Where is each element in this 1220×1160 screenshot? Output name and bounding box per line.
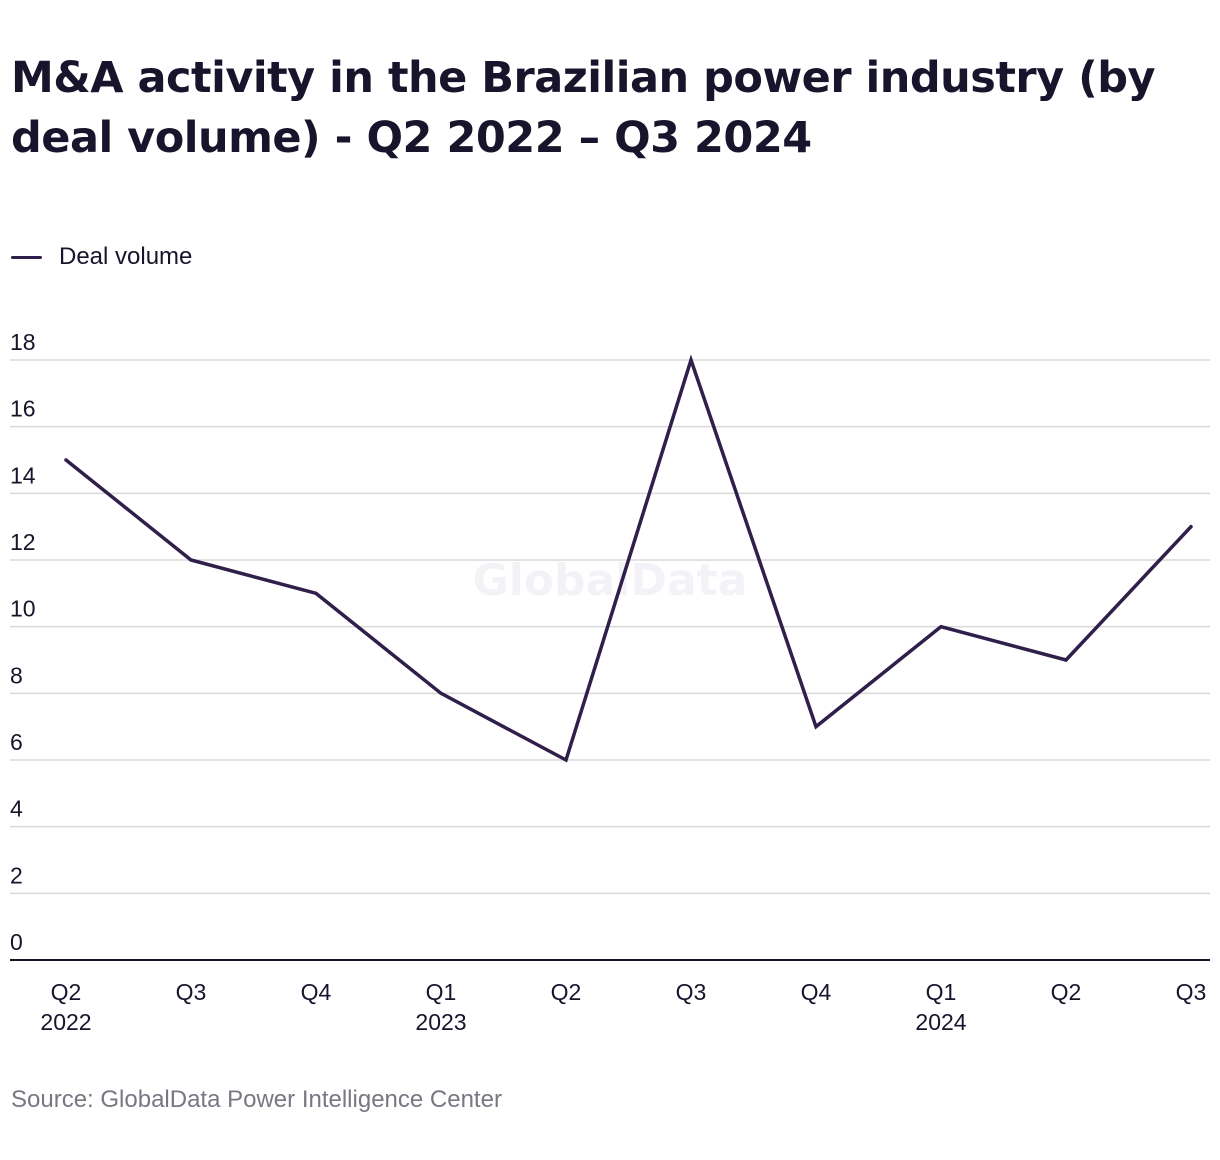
x-tick-year-7: 2024: [915, 1009, 966, 1035]
line-chart: GlobalData 0 2 4 6 8 10 12 14 16 18 Q2 2022 Q3 Q4 Q1 2…: [10, 329, 1210, 1035]
data-point-7: [939, 625, 943, 629]
x-tick-label-1: Q3: [176, 979, 207, 1005]
y-tick-label-16: 16: [10, 396, 36, 422]
data-point-5: [689, 358, 693, 362]
x-tick-year-0: 2022: [40, 1009, 91, 1035]
x-tick-label-6: Q4: [801, 979, 832, 1005]
x-tick-label-9: Q3: [1176, 979, 1207, 1005]
data-point-9: [1189, 525, 1193, 529]
y-tick-label-0: 0: [10, 929, 23, 955]
x-tick-label-7: Q1: [926, 979, 957, 1005]
data-point-6: [814, 725, 818, 729]
y-tick-label-12: 12: [10, 529, 36, 555]
x-tick-label-3: Q1: [426, 979, 457, 1005]
y-tick-label-6: 6: [10, 729, 23, 755]
chart-title: M&A activity in the Brazilian power indu…: [11, 53, 1156, 163]
data-point-1: [189, 558, 193, 562]
grid-lines: [10, 359, 1210, 895]
x-tick-label-5: Q3: [676, 979, 707, 1005]
y-tick-label-14: 14: [10, 462, 36, 488]
source-note: Source: GlobalData Power Intelligence Ce…: [11, 1086, 502, 1113]
x-tick-year-3: 2023: [415, 1009, 466, 1035]
y-tick-label-10: 10: [10, 596, 36, 622]
series-line-0: [64, 354, 1193, 763]
x-axis-ticks: Q2 2022 Q3 Q4 Q1 2023 Q2 Q3 Q4 Q1 2024 Q2 Q3: [40, 979, 1206, 1035]
legend-swatch-deal-volume: [11, 255, 42, 259]
y-tick-label-18: 18: [10, 329, 36, 355]
x-tick-label-2: Q4: [301, 979, 332, 1005]
series-deal-volume: [64, 354, 1193, 763]
data-point-8: [1064, 658, 1068, 662]
legend-label-deal-volume: Deal volume: [59, 243, 193, 270]
y-tick-label-4: 4: [10, 796, 23, 822]
x-tick-label-8: Q2: [1051, 979, 1082, 1005]
x-tick-label-4: Q2: [551, 979, 582, 1005]
y-tick-label-8: 8: [10, 662, 23, 688]
data-point-2: [314, 591, 318, 595]
watermark-text: GlobalData: [473, 555, 748, 606]
legend: Deal volume: [11, 242, 192, 272]
data-point-3: [439, 691, 443, 695]
data-point-0: [64, 458, 68, 462]
y-axis-ticks: 0 2 4 6 8 10 12 14 16 18: [10, 329, 36, 955]
y-tick-label-2: 2: [10, 862, 23, 888]
x-tick-label-0: Q2: [51, 979, 82, 1005]
data-point-4: [564, 758, 568, 762]
